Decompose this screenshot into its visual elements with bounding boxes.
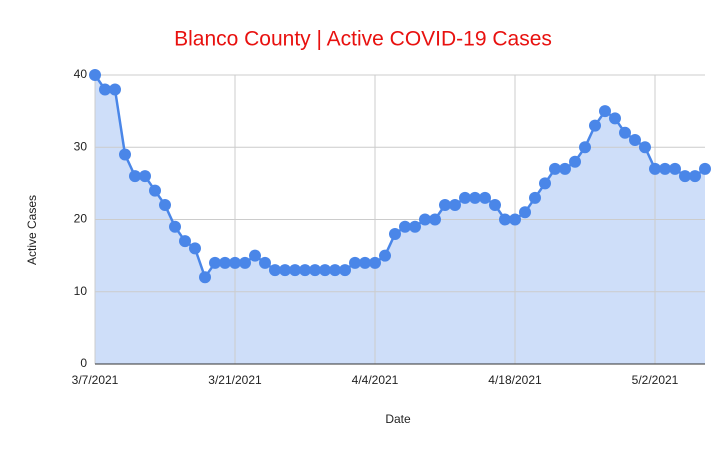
point bbox=[329, 264, 341, 277]
y-tick-label: 10 bbox=[74, 284, 88, 298]
point bbox=[659, 162, 671, 175]
point bbox=[289, 264, 301, 277]
point bbox=[319, 264, 331, 277]
point bbox=[249, 249, 261, 262]
y-tick-label: 30 bbox=[74, 139, 88, 153]
x-tick-label: 4/4/2021 bbox=[352, 373, 399, 387]
point bbox=[199, 271, 211, 284]
point bbox=[499, 213, 511, 226]
point bbox=[679, 170, 691, 183]
point bbox=[359, 256, 371, 269]
chart-title: Blanco County | Active COVID-19 Cases bbox=[174, 28, 552, 51]
point bbox=[459, 191, 471, 204]
point bbox=[89, 69, 101, 81]
point bbox=[469, 191, 481, 204]
point bbox=[539, 177, 551, 190]
y-axis-label: Active Cases bbox=[25, 195, 39, 265]
x-tick-label: 5/2/2021 bbox=[632, 373, 679, 387]
point bbox=[99, 83, 111, 96]
point bbox=[579, 141, 591, 154]
point bbox=[149, 184, 161, 197]
point bbox=[609, 112, 621, 125]
point bbox=[629, 134, 641, 147]
point bbox=[489, 199, 501, 212]
point bbox=[429, 213, 441, 226]
point bbox=[189, 242, 201, 255]
point bbox=[179, 235, 191, 248]
point bbox=[219, 256, 231, 269]
x-tick-label: 3/21/2021 bbox=[208, 373, 262, 387]
point bbox=[519, 206, 531, 219]
point bbox=[589, 119, 601, 132]
y-tick-label: 40 bbox=[74, 67, 88, 81]
point bbox=[509, 213, 521, 226]
point bbox=[669, 162, 681, 175]
point bbox=[309, 264, 321, 277]
point bbox=[169, 220, 181, 233]
point bbox=[129, 170, 141, 183]
point bbox=[569, 155, 581, 168]
point bbox=[699, 162, 711, 175]
x-tick-label: 4/18/2021 bbox=[488, 373, 542, 387]
point bbox=[349, 256, 361, 269]
point bbox=[449, 199, 461, 212]
point bbox=[389, 227, 401, 240]
point bbox=[599, 105, 611, 118]
point bbox=[239, 256, 251, 269]
y-tick-label: 20 bbox=[74, 212, 88, 226]
point bbox=[409, 220, 421, 233]
point bbox=[479, 191, 491, 204]
point bbox=[269, 264, 281, 277]
point bbox=[439, 199, 451, 212]
point bbox=[419, 213, 431, 226]
point bbox=[299, 264, 311, 277]
point bbox=[369, 256, 381, 269]
point bbox=[229, 256, 241, 269]
x-axis-label: Date bbox=[385, 412, 411, 426]
point bbox=[619, 126, 631, 139]
point bbox=[159, 199, 171, 212]
point bbox=[399, 220, 411, 233]
point bbox=[119, 148, 131, 161]
point bbox=[279, 264, 291, 277]
point bbox=[649, 162, 661, 175]
point bbox=[109, 83, 121, 96]
point bbox=[379, 249, 391, 262]
point bbox=[139, 170, 151, 183]
point bbox=[689, 170, 701, 183]
point bbox=[559, 162, 571, 175]
point bbox=[259, 256, 271, 269]
point bbox=[339, 264, 351, 277]
point bbox=[529, 191, 541, 204]
point bbox=[639, 141, 651, 154]
y-tick-label: 0 bbox=[80, 356, 87, 370]
point bbox=[209, 256, 221, 269]
x-tick-label: 3/7/2021 bbox=[72, 373, 119, 387]
point bbox=[549, 162, 561, 175]
